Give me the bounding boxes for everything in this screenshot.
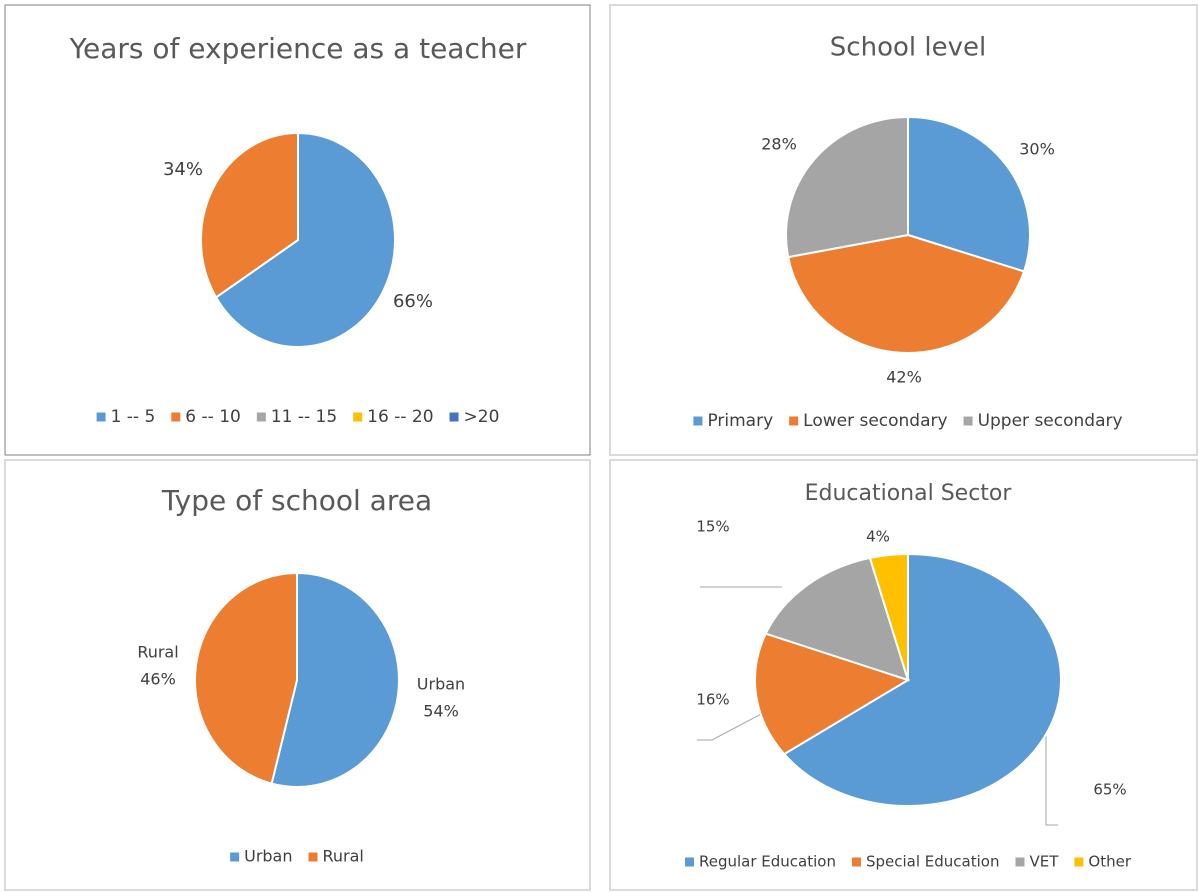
leader-line [697, 711, 766, 741]
chart-title: Years of experience as a teacher [69, 32, 527, 65]
data-label: 4% [866, 528, 890, 546]
pie-slice [764, 556, 910, 682]
pie-slice [785, 115, 909, 259]
data-label: 65% [1093, 781, 1126, 799]
legend-swatch [171, 412, 181, 422]
legend-label: 16 -- 20 [367, 407, 433, 427]
legend-label: Upper secondary [978, 411, 1123, 431]
data-label: 46% [140, 670, 176, 689]
pie-slice [214, 131, 396, 348]
data-label: 42% [886, 368, 922, 387]
legend-label: Primary [707, 411, 773, 431]
pie-slice [907, 115, 1031, 273]
legend-label: Other [1088, 853, 1131, 871]
legend-swatch [449, 412, 459, 422]
legend-label: VET [1029, 853, 1059, 871]
pie-slice [868, 552, 909, 681]
legend-swatch [685, 857, 695, 867]
legend-label: Regular Education [699, 853, 836, 871]
chart-title: Educational Sector [805, 481, 1013, 506]
legend-swatch [963, 416, 973, 426]
pie-slice [194, 571, 298, 785]
legend-swatch [1015, 857, 1025, 867]
pie-slice [782, 552, 1062, 807]
legend-swatch [851, 857, 861, 867]
data-label: 28% [761, 135, 797, 154]
legend-label: Urban [244, 847, 292, 866]
legend-swatch [308, 852, 318, 862]
legend-swatch [353, 412, 363, 422]
data-label: 34% [163, 159, 203, 180]
pie-slice [754, 632, 911, 756]
slice-category-label: Rural [137, 643, 178, 662]
data-label: 54% [423, 702, 459, 721]
chart-title: School level [830, 33, 986, 63]
legend-label: 11 -- 15 [271, 407, 337, 427]
pie-slice [786, 233, 1026, 354]
legend-swatch [789, 416, 799, 426]
slice-category-label: Urban [417, 675, 465, 694]
data-label: 16% [696, 691, 729, 709]
legend-label: 6 -- 10 [185, 407, 241, 427]
data-label: 30% [1019, 140, 1055, 159]
legend-label: Rural [323, 847, 364, 866]
pie-slice [200, 131, 299, 299]
legend-label: 1 -- 5 [111, 407, 156, 427]
pie-slice [270, 571, 400, 788]
legend-swatch [693, 416, 703, 426]
legend-label: Lower secondary [803, 411, 947, 431]
chart-title: Type of school area [161, 484, 432, 517]
data-label: 66% [393, 291, 433, 312]
legend-swatch [256, 412, 266, 422]
legend-label: >20 [464, 407, 500, 427]
legend-swatch [96, 412, 106, 422]
legend-swatch [1074, 857, 1084, 867]
legend-swatch [230, 852, 240, 862]
leader-line [1045, 735, 1058, 826]
legend-label: Special Education [866, 853, 1000, 871]
data-label: 15% [696, 518, 729, 536]
